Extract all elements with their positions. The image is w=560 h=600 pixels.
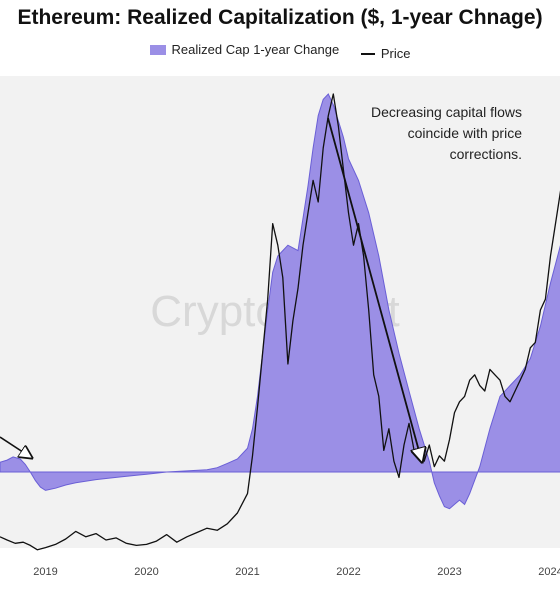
- annotation-arrow-main: [327, 117, 422, 462]
- annotation-line: coincide with price: [408, 125, 523, 141]
- legend-label-price: Price: [380, 46, 411, 61]
- x-tick-label: 2022: [336, 566, 360, 578]
- legend-swatch-area: [149, 44, 166, 55]
- legend-label-realized-cap: Realized Cap 1-year Change: [171, 42, 340, 57]
- legend-swatch-line: [360, 52, 375, 55]
- legend: Realized Cap 1-year Change Price: [0, 42, 560, 61]
- annotation-line: Decreasing capital flows: [371, 104, 522, 120]
- x-tick-label: 2020: [134, 566, 158, 578]
- price-line: [0, 93, 560, 551]
- x-tick-label: 2023: [437, 566, 461, 578]
- annotation-text: Decreasing capital flows coincide with pr…: [371, 104, 522, 162]
- x-tick-label: 2021: [235, 566, 259, 578]
- x-tick-label: 2019: [33, 566, 57, 578]
- legend-item-price[interactable]: Price: [360, 46, 411, 61]
- realized-cap-area: [0, 93, 560, 510]
- annotation-arrow-left: [0, 436, 32, 458]
- chart-title: Ethereum: Realized Capitalization ($, 1-…: [17, 6, 543, 29]
- legend-item-realized-cap[interactable]: Realized Cap 1-year Change: [149, 42, 340, 57]
- annotation-line: corrections.: [450, 146, 522, 162]
- x-tick-label: 2024: [538, 566, 560, 578]
